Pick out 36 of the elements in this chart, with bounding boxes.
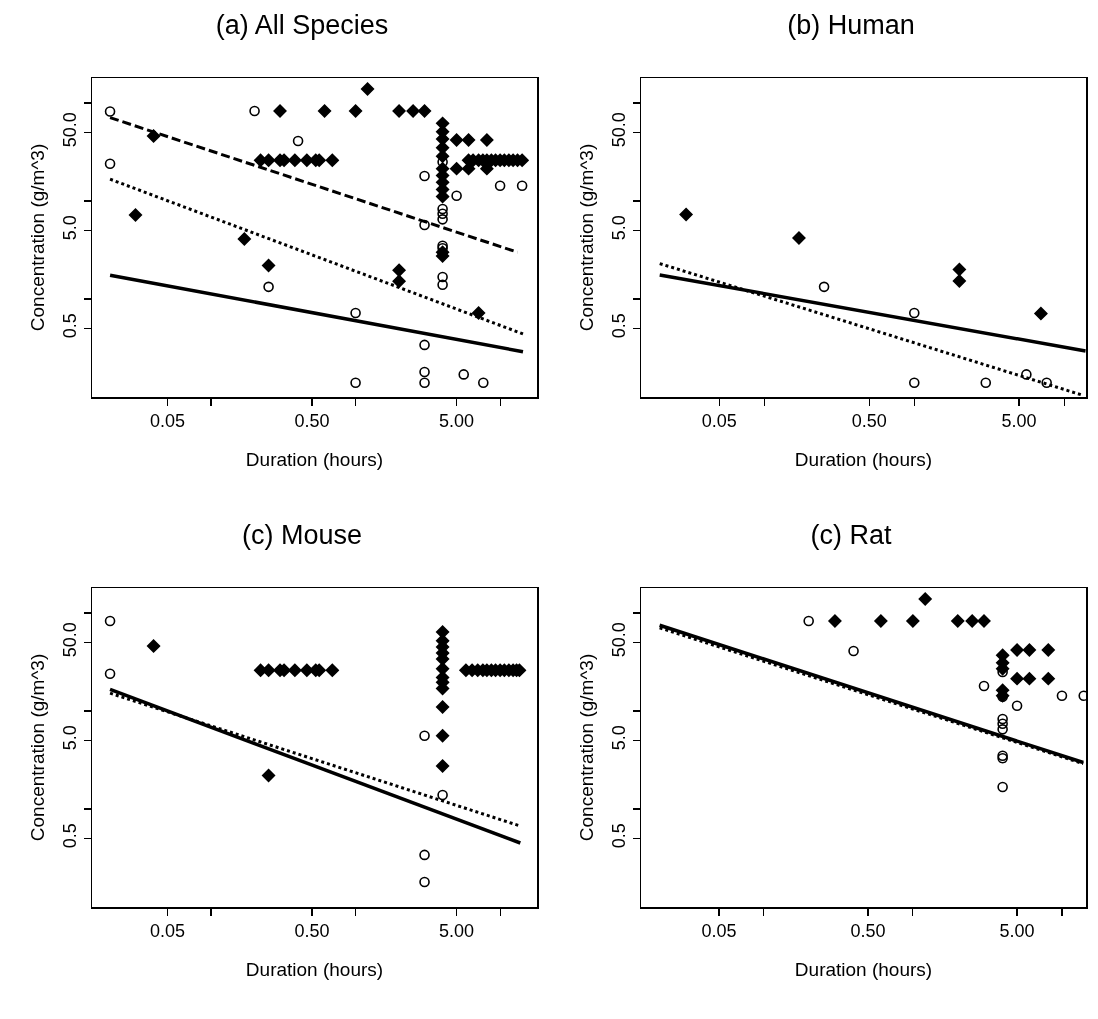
y-tick-label: 50.0 [60,112,81,148]
y-axis-title: Concentration (g/m^3) [27,653,49,842]
y-tick-label: 0.5 [609,313,630,339]
x-axis-title: Duration (hours) [794,448,933,470]
y-axis-title: Concentration (g/m^3) [576,653,598,842]
y-axis-title: Concentration (g/m^3) [27,143,49,332]
y-tick-label: 5.0 [609,725,630,751]
y-tick-label: 0.5 [60,313,81,339]
y-tick-label: 5.0 [60,725,81,751]
chart-title: (c) Mouse [241,520,362,551]
x-tick-label: 0.50 [850,921,886,942]
chart-title: (a) All Species [215,10,389,41]
x-tick-label: 0.50 [851,411,887,432]
y-tick-label: 5.0 [60,215,81,241]
x-tick-label: 0.05 [150,921,186,942]
x-tick-label: 0.50 [294,411,330,432]
x-tick-label: 5.00 [1001,411,1037,432]
y-tick-label: 50.0 [609,112,630,148]
x-tick-label: 0.50 [294,921,330,942]
x-tick-label: 0.05 [150,411,186,432]
x-tick-label: 0.05 [701,921,737,942]
y-tick-label: 50.0 [609,622,630,658]
y-tick-label: 0.5 [609,823,630,849]
chart-title: (b) Human [787,10,915,41]
y-tick-label: 50.0 [60,622,81,658]
y-axis-title: Concentration (g/m^3) [576,143,598,332]
x-axis-title: Duration (hours) [245,448,384,470]
x-tick-label: 5.00 [999,921,1035,942]
y-tick-label: 0.5 [60,823,81,849]
x-tick-label: 0.05 [701,411,737,432]
x-axis-title: Duration (hours) [245,958,384,980]
chart-title: (c) Rat [810,520,892,551]
x-tick-label: 5.00 [439,411,475,432]
y-tick-label: 5.0 [609,215,630,241]
x-tick-label: 5.00 [439,921,475,942]
x-axis-title: Duration (hours) [794,958,933,980]
